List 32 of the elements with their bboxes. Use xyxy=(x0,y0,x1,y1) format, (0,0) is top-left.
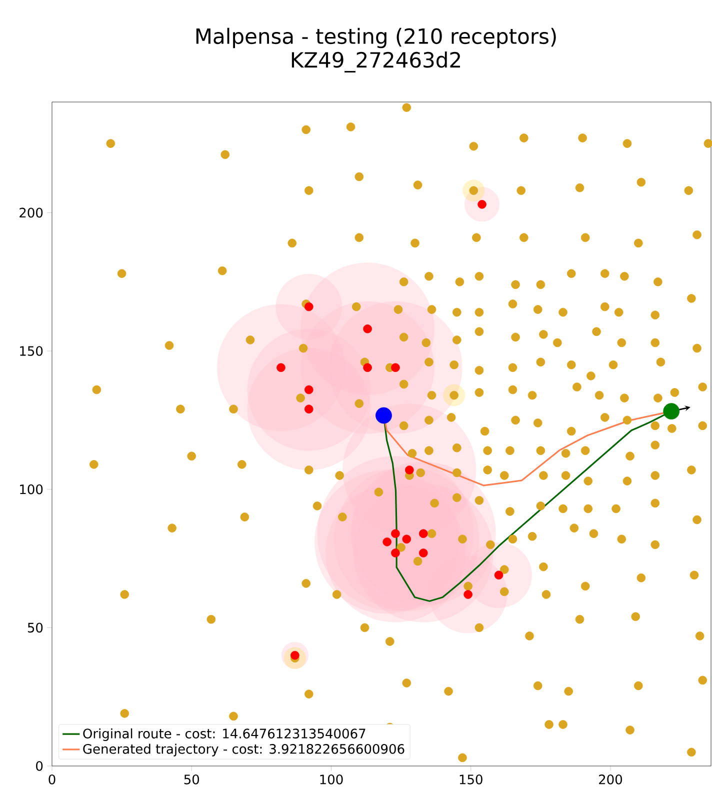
y-tick-label: 150 xyxy=(20,346,43,356)
y-tick-label: 0 xyxy=(36,761,43,771)
point xyxy=(391,363,400,372)
y-tick-label: 100 xyxy=(20,484,43,494)
chart-title: Malpensa - testing (210 receptors) xyxy=(196,28,556,48)
point xyxy=(402,534,412,544)
point xyxy=(363,324,372,334)
chart-subtitle: KZ49_272463d2 xyxy=(292,52,460,72)
point xyxy=(363,363,372,372)
point xyxy=(304,404,314,414)
point xyxy=(391,529,400,538)
point xyxy=(304,302,314,312)
point xyxy=(382,537,392,546)
x-tick-label: 0 xyxy=(48,774,56,784)
x-tick-label: 50 xyxy=(184,774,200,784)
x-tick-label: 100 xyxy=(320,774,343,784)
point xyxy=(494,570,504,580)
point xyxy=(418,548,428,558)
y-tick-label: 200 xyxy=(20,208,43,218)
y-tick-label: 50 xyxy=(28,622,43,633)
x-tick-label: 200 xyxy=(599,774,622,784)
point xyxy=(276,363,286,372)
point xyxy=(464,590,472,599)
point xyxy=(376,407,392,424)
legend-label: Original route - cost: 14.647612313540067 xyxy=(83,728,366,741)
legend-label: Generated trajectory - cost: 3.921822656600906 xyxy=(83,744,404,756)
point xyxy=(405,466,414,474)
x-tick-label: 150 xyxy=(460,774,482,784)
point xyxy=(391,548,400,558)
point xyxy=(418,529,428,538)
point xyxy=(304,385,314,394)
point xyxy=(663,403,680,420)
